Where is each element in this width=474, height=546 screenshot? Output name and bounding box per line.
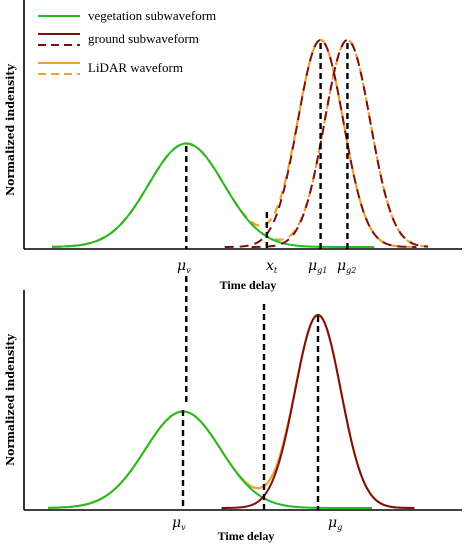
- bottom-series-ground: [221, 313, 415, 509]
- top-series-ground-1: [224, 38, 417, 248]
- bottom-marker-label-mu-g: μg: [328, 515, 342, 532]
- bottom-series-group: [47, 313, 415, 510]
- bottom-y-axis-label: Normalized indensity: [4, 334, 17, 466]
- bottom-series-lidar: [47, 313, 415, 510]
- top-marker-label-x-t: xt: [266, 258, 278, 275]
- top-series-vegetation: [51, 142, 375, 248]
- legend-label-vegetation: vegetation subwaveform: [88, 8, 216, 23]
- top-series-ground-2: [251, 39, 429, 248]
- top-marker-label-mu-v: μv: [177, 258, 191, 275]
- legend-label-lidar: LiDAR waveform: [88, 60, 183, 75]
- bottom-chart: Normalized indensity Time delay μv μg: [4, 290, 462, 543]
- bottom-marker-label-mu-v: μv: [172, 515, 186, 532]
- bottom-x-axis-label: Time delay: [218, 529, 275, 543]
- top-chart: Normalized indensity Time delay μv xt μg…: [4, 0, 462, 292]
- legend: vegetation subwaveform ground subwavefor…: [38, 8, 216, 75]
- legend-label-ground: ground subwaveform: [88, 31, 199, 46]
- top-x-axis-label: Time delay: [220, 278, 277, 292]
- top-y-axis-label: Normalized indensity: [4, 64, 17, 196]
- top-marker-label-mu-g2: μg2: [337, 258, 356, 275]
- top-marker-label-mu-g1: μg1: [308, 258, 327, 275]
- bottom-series-vegetation: [47, 410, 372, 509]
